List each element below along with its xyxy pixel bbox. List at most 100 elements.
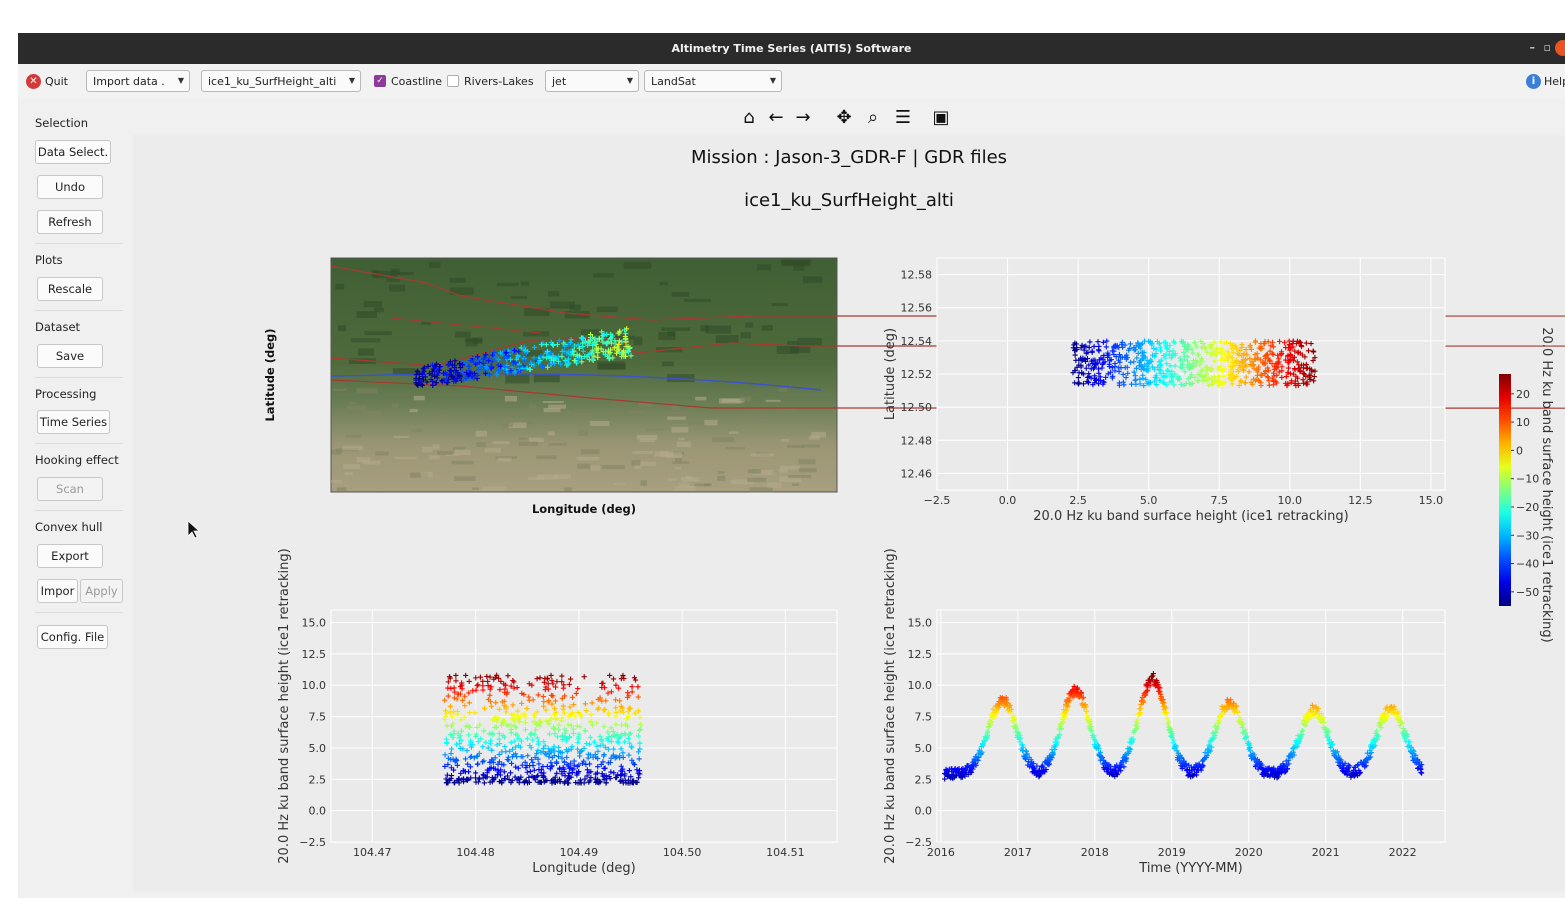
export-button[interactable]: Export [37,544,103,568]
basemap-select[interactable]: LandSat ▼ [644,70,782,92]
terrain-patch [722,398,745,403]
pan-icon[interactable]: ✥ [836,107,852,128]
terrain-patch [717,470,725,474]
data-point [631,675,638,681]
data-point [1240,721,1246,727]
data-point [586,341,592,347]
data-point [1214,345,1220,352]
data-point [546,731,553,737]
apply-button[interactable]: Apply [80,579,123,603]
data-point [595,706,601,713]
configure-icon[interactable]: ☰ [894,107,912,128]
zoom-icon[interactable]: ⌕ [867,107,879,128]
data-point [1287,351,1293,358]
data-point [514,713,520,719]
x-tick-label: 7.5 [1210,494,1228,507]
data-point [1199,344,1205,351]
data-point [1085,713,1091,719]
terrain-patch [671,426,689,433]
terrain-patch [671,292,690,297]
data-point [1144,687,1151,693]
terrain-patch [798,459,816,465]
terrain-patch [665,452,683,459]
refresh-button[interactable]: Refresh [37,210,103,234]
data-point [1183,346,1190,352]
data-point [496,778,502,785]
data-point [1298,362,1305,368]
data-point [562,693,568,699]
terrain-patch [526,350,543,357]
data-point [590,357,596,363]
data-point [619,722,625,728]
data-point [1168,355,1174,361]
rescale-button[interactable]: Rescale [37,277,103,301]
data-point [627,730,634,736]
y-tick-label: 10.0 [302,679,327,692]
data-point [635,694,641,700]
section-title-processing: Processing [35,387,97,401]
data-point [442,708,449,714]
terrain-patch [725,447,746,450]
terrain-patch [787,445,805,448]
data-point [569,694,576,700]
data-point [568,337,574,343]
terrain-patch [527,476,544,481]
rivers-lakes-checkbox[interactable]: Rivers-Lakes [447,70,534,92]
colormap-select[interactable]: jet ▼ [545,70,639,92]
minimize-button[interactable]: – [1529,41,1536,54]
forward-arrow-icon[interactable]: → [795,107,811,128]
plots-svg[interactable]: Longitude (deg) Latitude (deg) −2.5 0.0 2.5 5… [133,135,1565,892]
data-point [480,687,486,693]
data-point [501,703,507,709]
data-point [571,713,578,719]
data-point [550,342,556,348]
data-point [1264,373,1270,380]
data-point [1013,722,1019,728]
import-data-dropdown[interactable]: Import data . ▼ [86,70,190,92]
terrain-patch [580,329,604,336]
data-point [601,753,607,759]
variable-select[interactable]: ice1_ku_SurfHeight_alti ▼ [201,70,361,92]
scan-button[interactable]: Scan [37,477,103,501]
undo-button[interactable]: Undo [37,175,103,199]
time-series-button[interactable]: Time Series [37,410,110,434]
import-hull-button[interactable]: Impor [37,579,78,603]
data-point [453,741,460,747]
data-point [492,724,498,731]
data-point [496,736,502,742]
y-axis-label: 20.0 Hz ku band surface height (ice1 ret… [277,548,292,863]
data-point [1270,382,1276,388]
data-point [1417,759,1423,765]
close-window-button[interactable] [1555,40,1565,56]
longitude-height-scatter [442,672,644,786]
data-point [1341,765,1347,771]
x-tick-label: 2017 [1004,846,1032,859]
home-icon[interactable]: ⌂ [743,107,755,128]
data-point [1310,358,1316,364]
config-file-button[interactable]: Config. File [37,625,108,649]
data-point [551,748,557,754]
data-point [1095,347,1102,353]
data-point [1346,769,1352,775]
data-point [597,733,603,740]
data-select-button[interactable]: Data Select. [35,140,111,164]
x-tick-label: 12.5 [1348,494,1373,507]
help-button[interactable]: i Help [1526,70,1565,92]
terrain-patch [360,411,382,417]
data-point [961,770,967,777]
save-dataset-button[interactable]: Save [37,344,103,368]
figure-canvas[interactable]: Mission : Jason-3_GDR-F | GDR files ice1… [133,135,1565,892]
back-arrow-icon[interactable]: ← [768,107,784,128]
data-point [621,327,628,333]
coastline-checkbox[interactable]: ✓ Coastline [374,70,442,92]
x-tick-label: 15.0 [1419,494,1444,507]
data-point [1107,763,1113,769]
save-icon[interactable]: ▣ [932,107,950,128]
data-point [1221,351,1228,357]
data-point [522,719,528,726]
data-point [1161,700,1167,706]
data-point [552,716,559,723]
data-point [473,675,479,681]
maximize-button[interactable]: ▫ [1543,41,1551,54]
quit-button[interactable]: ✕ Quit [26,70,68,92]
